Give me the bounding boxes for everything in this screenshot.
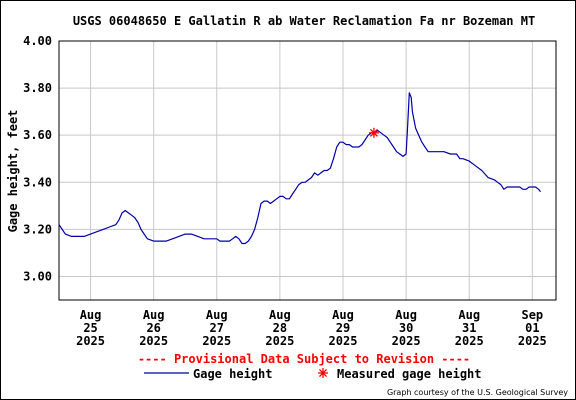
- x-tick-label: 2025: [518, 334, 547, 348]
- y-tick-label: 3.40: [23, 175, 52, 189]
- series-gage-height-line: [58, 92, 541, 245]
- plot-border: [58, 40, 557, 301]
- x-tick-label: 31: [462, 321, 476, 335]
- x-tick-label: Aug: [269, 308, 291, 322]
- legend-asterisk-swatch: [318, 368, 328, 378]
- x-tick-label: Sep: [521, 308, 543, 322]
- grid: [59, 41, 556, 300]
- y-tick-label: 3.20: [23, 222, 52, 236]
- x-tick-label: 2025: [455, 334, 484, 348]
- x-tick-label: 28: [273, 321, 287, 335]
- x-tick-label: 2025: [265, 334, 294, 348]
- legend: Gage height Measured gage height: [144, 367, 482, 381]
- x-tick-label: 2025: [139, 334, 168, 348]
- y-tick-label: 3.00: [23, 269, 52, 283]
- x-tick-labels: Aug252025Aug262025Aug272025Aug282025Aug2…: [76, 308, 547, 348]
- legend-label-gage-height: Gage height: [193, 367, 272, 381]
- x-tick-label: 26: [146, 321, 160, 335]
- x-tick-label: 01: [525, 321, 539, 335]
- x-tick-label: 25: [83, 321, 97, 335]
- x-tick-label: Aug: [332, 308, 354, 322]
- credit-text: Graph courtesy of the U.S. Geological Su…: [387, 388, 568, 397]
- x-tick-label: 2025: [76, 334, 105, 348]
- x-tick-label: 30: [399, 321, 413, 335]
- x-tick-label: Aug: [458, 308, 480, 322]
- x-tick-label: 2025: [329, 334, 358, 348]
- legend-asterisk-icon: [318, 368, 328, 378]
- x-tick-label: 27: [210, 321, 224, 335]
- y-tick-label: 3.80: [23, 81, 52, 95]
- y-axis-label: Gage height, feet: [6, 110, 20, 233]
- legend-label-measured: Measured gage height: [337, 367, 482, 381]
- provisional-notice: ---- Provisional Data Subject to Revisio…: [138, 352, 470, 366]
- y-tick-labels: 3.00 3.20 3.40 3.60 3.80 4.00: [23, 34, 52, 283]
- x-tick-label: Aug: [80, 308, 102, 322]
- measured-gage-height-point: [368, 127, 379, 138]
- x-tick-label: Aug: [395, 308, 417, 322]
- series-layer: [58, 92, 541, 245]
- chart-title: USGS 06048650 E Gallatin R ab Water Recl…: [73, 14, 535, 28]
- x-tick-label: 29: [336, 321, 350, 335]
- x-tick-label: 2025: [202, 334, 231, 348]
- x-tick-label: 2025: [392, 334, 421, 348]
- measurement-layer: [368, 127, 379, 138]
- y-tick-label: 3.60: [23, 128, 52, 142]
- x-tick-label: Aug: [143, 308, 165, 322]
- y-tick-label: 4.00: [23, 34, 52, 48]
- x-tick-label: Aug: [206, 308, 228, 322]
